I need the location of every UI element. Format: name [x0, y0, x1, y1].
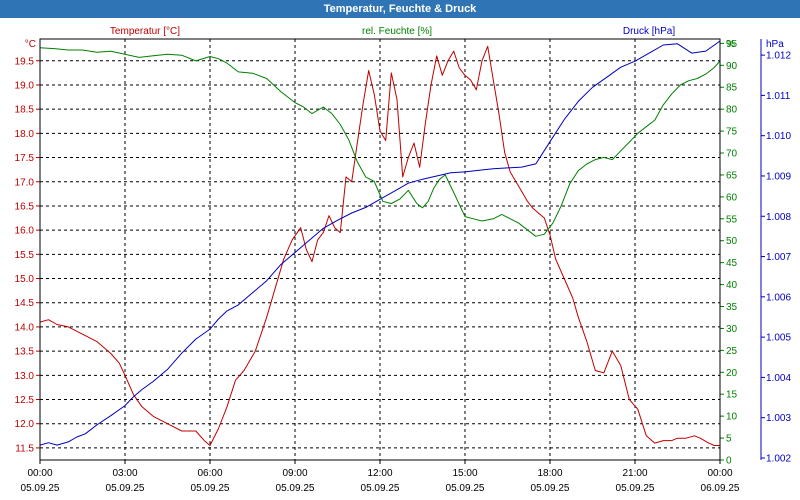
x-tick-time-label: 15:00: [452, 468, 477, 479]
x-tick-date-label: 05.09.25: [361, 483, 400, 494]
humidity-tick-label: 0: [726, 456, 732, 467]
pressure-tick-label: 1.011: [766, 91, 791, 102]
x-tick-time-label: 00:00: [27, 468, 52, 479]
humidity-tick-label: 25: [726, 346, 738, 357]
x-tick-time-label: 03:00: [112, 468, 137, 479]
x-tick-time-label: 06:00: [197, 468, 222, 479]
temperature-tick-label: 18.0: [15, 129, 35, 140]
humidity-tick-label: 45: [726, 258, 738, 269]
humidity-tick-label: 75: [726, 127, 738, 138]
humidity-tick-label: 85: [726, 83, 738, 94]
x-tick-time-label: 12:00: [367, 468, 392, 479]
x-tick-time-label: 00:00: [707, 468, 732, 479]
pressure-unit-label: hPa: [766, 39, 784, 50]
temperature-tick-label: 19.0: [15, 80, 35, 91]
axes-layer: 00:00 05.09.25 03:00 05.09.25 06:00 05.09.25 0…: [15, 26, 792, 494]
x-tick-date-label: 05.09.25: [106, 483, 145, 494]
temperature-tick-label: 17.0: [15, 177, 35, 188]
temperature-tick-label: 15.5: [15, 250, 35, 261]
temperature-tick-label: 16.5: [15, 201, 35, 212]
temperature-tick-label: 12.0: [15, 419, 35, 430]
humidity-series-line: [39, 47, 721, 237]
series-layer: [39, 40, 721, 446]
temperature-unit-label: °C: [25, 39, 36, 50]
x-tick-date-label: 05.09.25: [446, 483, 485, 494]
humidity-tick-label: 70: [726, 149, 738, 160]
pressure-axis-title: Druck [hPa]: [623, 26, 675, 37]
humidity-tick-label: 35: [726, 302, 738, 313]
humidity-tick-label: 5: [726, 434, 732, 445]
humidity-tick-label: 55: [726, 214, 738, 225]
pressure-tick-label: 1.012: [766, 51, 791, 62]
pressure-tick-label: 1.008: [766, 212, 791, 223]
pressure-tick-label: 1.005: [766, 333, 791, 344]
chart-title: Temperatur, Feuchte & Druck: [0, 0, 800, 18]
x-tick-time-label: 09:00: [282, 468, 307, 479]
temperature-tick-label: 12.5: [15, 395, 35, 406]
x-tick-time-label: 21:00: [622, 468, 647, 479]
temperature-tick-label: 13.0: [15, 371, 35, 382]
x-tick-date-label: 05.09.25: [191, 483, 230, 494]
humidity-tick-label: 30: [726, 324, 738, 335]
temperature-tick-label: 19.5: [15, 56, 35, 67]
humidity-tick-label: 15: [726, 390, 738, 401]
x-tick-date-label: 05.09.25: [21, 483, 60, 494]
temperature-tick-label: 17.5: [15, 153, 35, 164]
temperature-tick-label: 14.0: [15, 322, 35, 333]
x-tick-date-label: 06.09.25: [701, 483, 740, 494]
humidity-tick-label: 95: [726, 39, 738, 50]
temperature-axis-title: Temperatur [°C]: [110, 26, 180, 37]
x-tick-time-label: 18:00: [537, 468, 562, 479]
temperature-tick-label: 13.5: [15, 347, 35, 358]
temperature-tick-label: 18.5: [15, 105, 35, 116]
temperature-tick-label: 16.0: [15, 226, 35, 237]
line-chart: 00:00 05.09.25 03:00 05.09.25 06:00 05.09.25 0…: [15, 26, 792, 494]
temperature-series-line: [39, 45, 720, 446]
x-tick-date-label: 05.09.25: [531, 483, 570, 494]
temperature-tick-label: 15.0: [15, 274, 35, 285]
pressure-tick-label: 1.002: [766, 453, 791, 464]
temperature-tick-label: 11.5: [15, 443, 34, 454]
humidity-axis-title: rel. Feuchte [%]: [362, 26, 432, 37]
pressure-tick-label: 1.003: [766, 413, 791, 424]
pressure-tick-label: 1.007: [766, 252, 791, 263]
plot-border: [39, 38, 721, 461]
temperature-tick-label: 14.5: [15, 298, 35, 309]
humidity-tick-label: 80: [726, 105, 738, 116]
humidity-tick-label: 20: [726, 368, 738, 379]
x-tick-date-label: 05.09.25: [276, 483, 315, 494]
pressure-series-line: [39, 40, 721, 446]
humidity-tick-label: 65: [726, 170, 738, 181]
humidity-tick-label: 50: [726, 236, 738, 247]
pressure-tick-label: 1.004: [766, 373, 791, 384]
x-tick-date-label: 05.09.25: [616, 483, 655, 494]
pressure-tick-label: 1.009: [766, 171, 791, 182]
grid-lines: [40, 39, 720, 460]
humidity-tick-label: 60: [726, 192, 738, 203]
humidity-unit-label: %: [726, 39, 735, 50]
humidity-tick-label: 40: [726, 280, 738, 291]
pressure-tick-label: 1.006: [766, 292, 791, 303]
humidity-tick-label: 10: [726, 412, 738, 423]
humidity-tick-label: 90: [726, 61, 738, 72]
pressure-tick-label: 1.010: [766, 131, 791, 142]
